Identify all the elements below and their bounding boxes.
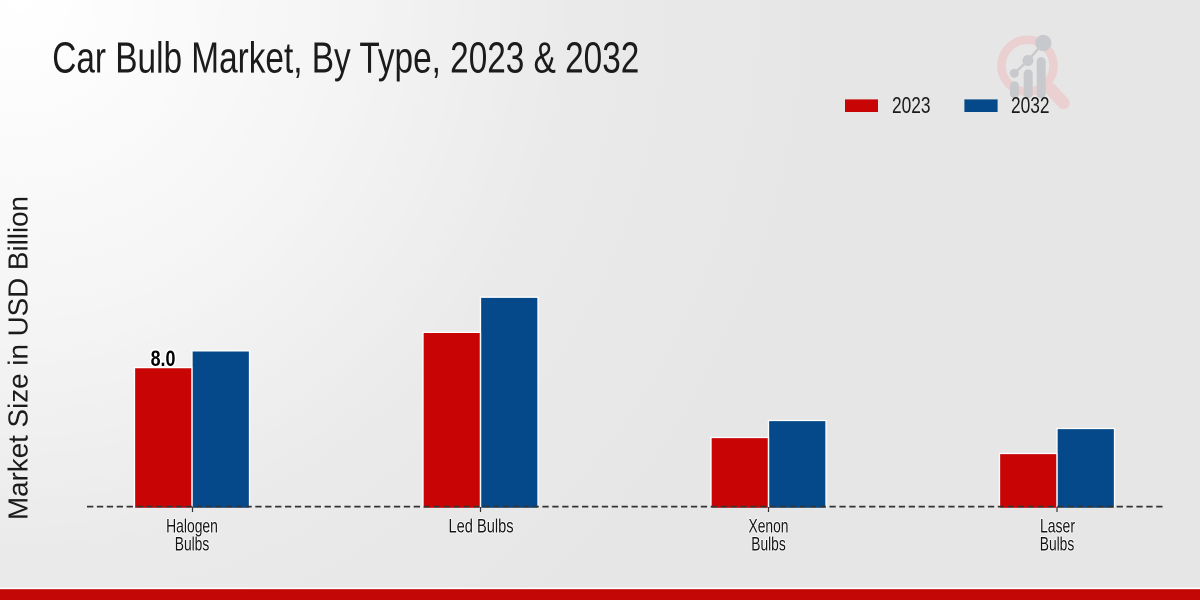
svg-text:Bulbs: Bulbs (1040, 533, 1075, 555)
svg-text:Laser: Laser (1040, 515, 1075, 537)
svg-text:Bulbs: Bulbs (751, 533, 786, 555)
svg-text:Xenon: Xenon (749, 515, 789, 537)
svg-text:2032: 2032 (1011, 92, 1050, 118)
svg-text:8.0: 8.0 (151, 346, 176, 371)
svg-text:Car Bulb Market, By Type, 2023: Car Bulb Market, By Type, 2023 & 2032 (52, 33, 639, 82)
svg-text:Bulbs: Bulbs (175, 533, 210, 555)
svg-text:Led Bulbs: Led Bulbs (449, 515, 514, 537)
svg-text:Halogen: Halogen (166, 515, 218, 537)
svg-text:Market Size in USD Billion: Market Size in USD Billion (3, 196, 34, 520)
svg-text:2023: 2023 (892, 92, 931, 118)
